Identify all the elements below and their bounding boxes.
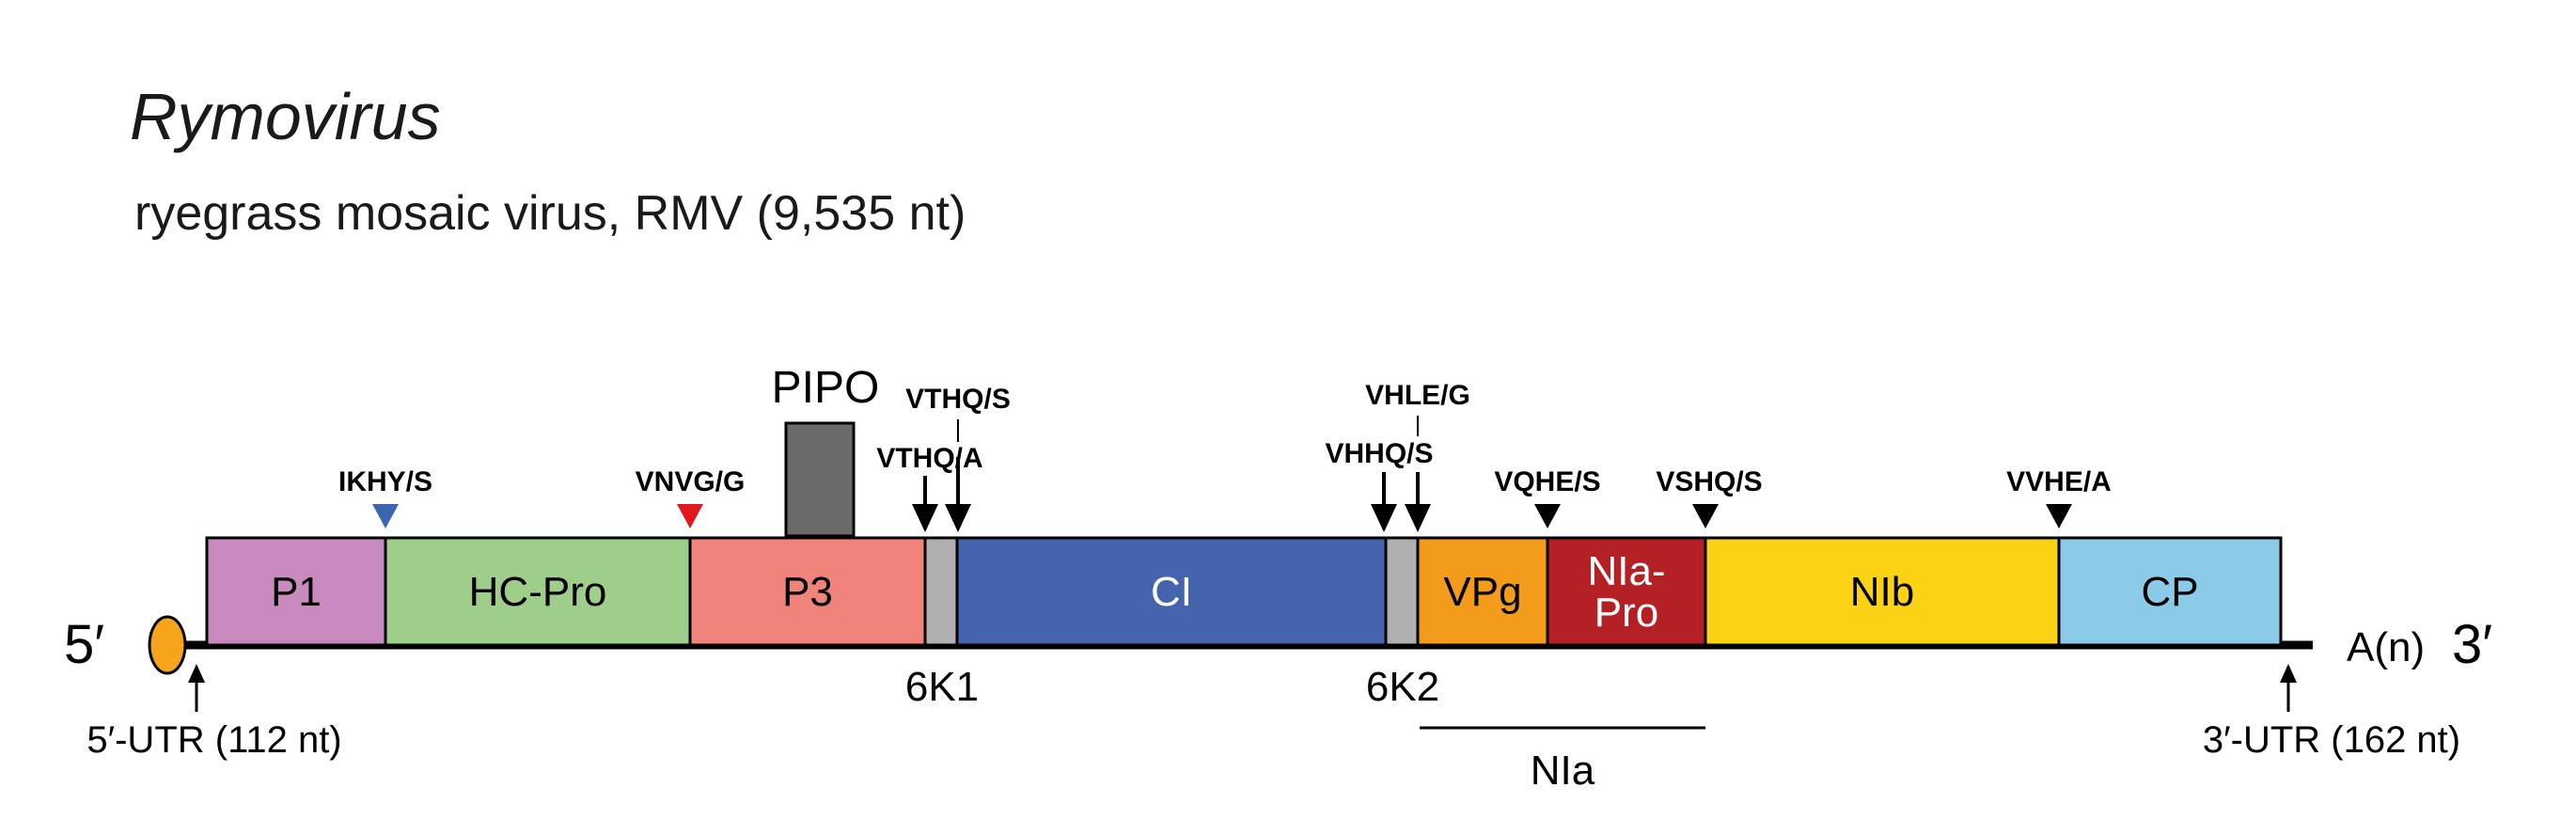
site-label-vhhq-s: VHHQ/S (1325, 438, 1433, 469)
cleavage-triangle-vnvg-g (677, 504, 703, 528)
cleavage-arrow-vhhq-s (1371, 472, 1397, 532)
segment-nia-pro: NIa-Pro (1546, 536, 1707, 647)
segment-label-line: HC-Pro (469, 569, 607, 615)
segment-label-line: CI (1151, 569, 1192, 615)
label-6k2: 6K2 (1366, 664, 1439, 710)
utr3-label: 3′-UTR (162 nt) (2203, 719, 2460, 761)
cleavage-arrow-vthq-a (912, 476, 938, 532)
segment-p1-label: P1 (271, 569, 322, 615)
segment-vpg: VPg (1416, 536, 1549, 647)
diagram-title: Rymovirus (130, 80, 441, 153)
segment-nib-label: NIb (1850, 569, 1914, 615)
segment-label-line: CP (2141, 569, 2198, 615)
site-label-vshq-s: VSHQ/S (1656, 466, 1762, 497)
segment-label-line: P1 (271, 569, 322, 615)
segment-p3: P3 (688, 536, 927, 647)
cleavage-triangle-vvhe-a (2046, 504, 2072, 528)
site-label-vthq-s: VTHQ/S (905, 384, 1011, 415)
cleavage-arrow-vhle-g (1405, 416, 1431, 532)
label-6k1: 6K1 (905, 664, 979, 710)
segment-vpg-label: VPg (1443, 569, 1521, 615)
five-prime-cap (148, 615, 187, 675)
segment-p3-label: P3 (782, 569, 833, 615)
five-prime-label: 5′ (64, 614, 104, 675)
three-prime-label: 3′ (2452, 614, 2492, 675)
segment-hc-pro: HC-Pro (384, 536, 692, 647)
segment-cp-label: CP (2141, 569, 2198, 615)
utr5-label: 5′-UTR (112 nt) (86, 719, 341, 761)
segment-ci-label: CI (1151, 569, 1192, 615)
cleavage-arrow-vthq-s (945, 419, 971, 532)
pipo-box (784, 421, 856, 538)
site-label-ikhy-s: IKHY/S (338, 466, 432, 497)
pipo-label: PIPO (772, 363, 880, 413)
site-label-vthq-a: VTHQ/A (876, 443, 982, 474)
segment-p1: P1 (205, 536, 387, 647)
segment-label-line: P3 (782, 569, 833, 615)
segment-nib: NIb (1704, 536, 2061, 647)
segment-6k2 (1384, 536, 1420, 647)
polya-label: A(n) (2347, 624, 2425, 670)
segment-label-line: NIa- (1587, 548, 1665, 594)
segment-hc-pro-label: HC-Pro (469, 569, 607, 615)
segment-label-line: Pro (1594, 590, 1658, 636)
nia-bracket-label: NIa (1531, 748, 1595, 794)
site-label-vvhe-a: VVHE/A (2006, 466, 2112, 497)
cleavage-triangle-vqhe-s (1534, 504, 1561, 528)
utr3-marker (2280, 664, 2297, 712)
segment-label-line: VPg (1443, 569, 1521, 615)
site-label-vnvg-g: VNVG/G (636, 466, 746, 497)
segment-cp: CP (2057, 536, 2283, 647)
cleavage-triangle-vshq-s (1692, 504, 1719, 528)
segment-6k1 (923, 536, 959, 647)
utr5-marker (188, 664, 205, 712)
site-label-vhle-g: VHLE/G (1365, 380, 1470, 411)
segment-ci: CI (955, 536, 1388, 647)
diagram-subtitle: ryegrass mosaic virus, RMV (9,535 nt) (134, 186, 966, 241)
segment-label-line: NIb (1850, 569, 1914, 615)
segment-nia-pro-label: NIa-Pro (1587, 548, 1665, 636)
cleavage-triangle-ikhy-s (372, 504, 399, 528)
site-label-vqhe-s: VQHE/S (1494, 466, 1600, 497)
